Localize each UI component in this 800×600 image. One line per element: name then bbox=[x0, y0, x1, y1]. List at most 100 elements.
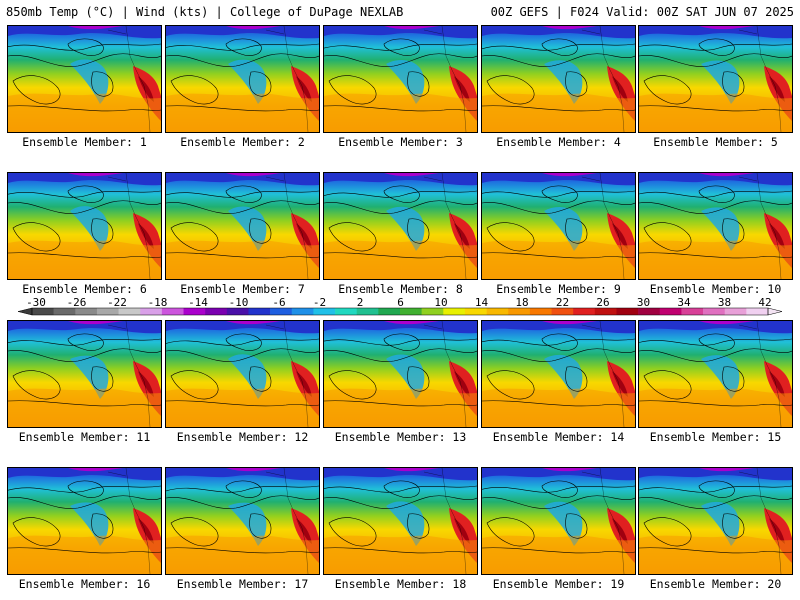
ensemble-member-panel: Ensemble Member: 2 bbox=[165, 25, 320, 155]
colorbar-segment bbox=[356, 308, 379, 315]
ensemble-member-map bbox=[7, 25, 162, 133]
ensemble-member-label: Ensemble Member: 7 bbox=[180, 282, 305, 296]
temperature-field bbox=[8, 468, 161, 574]
colorbar-segment bbox=[638, 308, 661, 315]
colorbar-segment bbox=[508, 308, 531, 315]
ensemble-member-map bbox=[165, 467, 320, 575]
ensemble-member-label: Ensemble Member: 17 bbox=[176, 577, 309, 591]
ensemble-member-map bbox=[7, 320, 162, 428]
colorbar-segment bbox=[32, 308, 54, 315]
colorbar-segment bbox=[659, 308, 682, 315]
colorbar-tick-label: -6 bbox=[272, 296, 286, 309]
ensemble-member-map bbox=[638, 172, 793, 280]
colorbar-segment bbox=[140, 308, 163, 315]
ensemble-member-panel: Ensemble Member: 18 bbox=[323, 467, 478, 597]
ensemble-member-panel: Ensemble Member: 15 bbox=[638, 320, 793, 450]
ensemble-member-label: Ensemble Member: 15 bbox=[649, 430, 782, 444]
ensemble-member-label: Ensemble Member: 6 bbox=[22, 282, 147, 296]
colorbar-segment bbox=[75, 308, 98, 315]
colorbar-segment bbox=[573, 308, 596, 315]
temperature-field bbox=[639, 26, 792, 132]
temperature-colorbar: -30 -26 -22 -18 -14 -10 -6 -2 2 6 10 14 18 22 26 30 34 38… bbox=[0, 296, 800, 318]
ensemble-member-panel: Ensemble Member: 1 bbox=[7, 25, 162, 155]
colorbar-segment bbox=[378, 308, 401, 315]
ensemble-member-map bbox=[638, 320, 793, 428]
colorbar-segment bbox=[464, 308, 487, 315]
colorbar-segment bbox=[205, 308, 228, 315]
colorbar-segment bbox=[96, 308, 119, 315]
colorbar-segment bbox=[594, 308, 617, 315]
ensemble-member-map bbox=[638, 25, 793, 133]
ensemble-member-label: Ensemble Member: 4 bbox=[496, 135, 621, 149]
colorbar-segment bbox=[616, 308, 639, 315]
temperature-field bbox=[324, 26, 477, 132]
ensemble-member-panel: Ensemble Member: 14 bbox=[481, 320, 636, 450]
ensemble-member-panel: Ensemble Member: 19 bbox=[481, 467, 636, 597]
colorbar-segment bbox=[118, 308, 141, 315]
temperature-field bbox=[166, 321, 319, 427]
colorbar-segment bbox=[703, 308, 726, 315]
ensemble-member-label: Ensemble Member: 18 bbox=[334, 577, 467, 591]
ensemble-member-label: Ensemble Member: 20 bbox=[649, 577, 782, 591]
temperature-field bbox=[324, 173, 477, 279]
ensemble-member-panel: Ensemble Member: 3 bbox=[323, 25, 478, 155]
ensemble-member-map bbox=[323, 320, 478, 428]
colorbar-tick-label: 38 bbox=[717, 296, 732, 309]
ensemble-member-panel: Ensemble Member: 16 bbox=[7, 467, 162, 597]
ensemble-member-panel: Ensemble Member: 8 bbox=[323, 172, 478, 302]
ensemble-member-label: Ensemble Member: 9 bbox=[496, 282, 621, 296]
colorbar-tick-label: -22 bbox=[107, 296, 127, 309]
ensemble-member-map bbox=[7, 467, 162, 575]
colorbar-tick-label: -26 bbox=[66, 296, 87, 309]
ensemble-member-map bbox=[323, 172, 478, 280]
temperature-field bbox=[482, 26, 635, 132]
ensemble-member-label: Ensemble Member: 8 bbox=[338, 282, 463, 296]
colorbar-segment bbox=[443, 308, 466, 315]
ensemble-member-map bbox=[481, 172, 636, 280]
colorbar-tick-label: -30 bbox=[26, 296, 46, 309]
colorbar-tick-label: 30 bbox=[636, 296, 651, 309]
colorbar-segment bbox=[291, 308, 314, 315]
ensemble-member-panel: Ensemble Member: 4 bbox=[481, 25, 636, 155]
colorbar-tick-label: 26 bbox=[596, 296, 610, 309]
temperature-field bbox=[639, 173, 792, 279]
colorbar-segment bbox=[248, 308, 271, 315]
temperature-field bbox=[166, 26, 319, 132]
colorbar-tick-label: 18 bbox=[515, 296, 529, 309]
ensemble-member-label: Ensemble Member: 12 bbox=[176, 430, 309, 444]
colorbar-segment bbox=[486, 308, 509, 315]
ensemble-member-map bbox=[638, 467, 793, 575]
colorbar-tick-label: 6 bbox=[397, 296, 404, 309]
ensemble-member-label: Ensemble Member: 10 bbox=[649, 282, 782, 296]
ensemble-member-label: Ensemble Member: 16 bbox=[18, 577, 151, 591]
ensemble-member-label: Ensemble Member: 19 bbox=[492, 577, 625, 591]
ensemble-member-panel: Ensemble Member: 5 bbox=[638, 25, 793, 155]
colorbar-segment bbox=[53, 308, 76, 315]
temperature-field bbox=[639, 468, 792, 574]
ensemble-member-map bbox=[165, 320, 320, 428]
colorbar-tick-label: 42 bbox=[758, 296, 772, 309]
ensemble-member-panel: Ensemble Member: 6 bbox=[7, 172, 162, 302]
colorbar-tick-label: -14 bbox=[188, 296, 208, 309]
ensemble-member-panel: Ensemble Member: 7 bbox=[165, 172, 320, 302]
ensemble-member-label: Ensemble Member: 1 bbox=[22, 135, 147, 149]
temperature-field bbox=[166, 468, 319, 574]
ensemble-member-map bbox=[165, 25, 320, 133]
ensemble-member-map bbox=[7, 172, 162, 280]
colorbar-right-arrow bbox=[767, 307, 783, 316]
colorbar-segment bbox=[335, 308, 358, 315]
ensemble-member-map bbox=[323, 467, 478, 575]
temperature-field bbox=[324, 468, 477, 574]
ensemble-member-label: Ensemble Member: 5 bbox=[653, 135, 778, 149]
colorbar-segment bbox=[724, 308, 747, 315]
colorbar-segment bbox=[400, 308, 422, 315]
ensemble-member-panel: Ensemble Member: 9 bbox=[481, 172, 636, 302]
ensemble-member-panel: Ensemble Member: 12 bbox=[165, 320, 320, 450]
colorbar-segment bbox=[161, 308, 184, 315]
ensemble-member-panel: Ensemble Member: 17 bbox=[165, 467, 320, 597]
colorbar-segment bbox=[183, 308, 206, 315]
temperature-field bbox=[639, 321, 792, 427]
colorbar-tick-label: 22 bbox=[555, 296, 570, 309]
ensemble-member-label: Ensemble Member: 13 bbox=[334, 430, 467, 444]
ensemble-member-panel: Ensemble Member: 13 bbox=[323, 320, 478, 450]
